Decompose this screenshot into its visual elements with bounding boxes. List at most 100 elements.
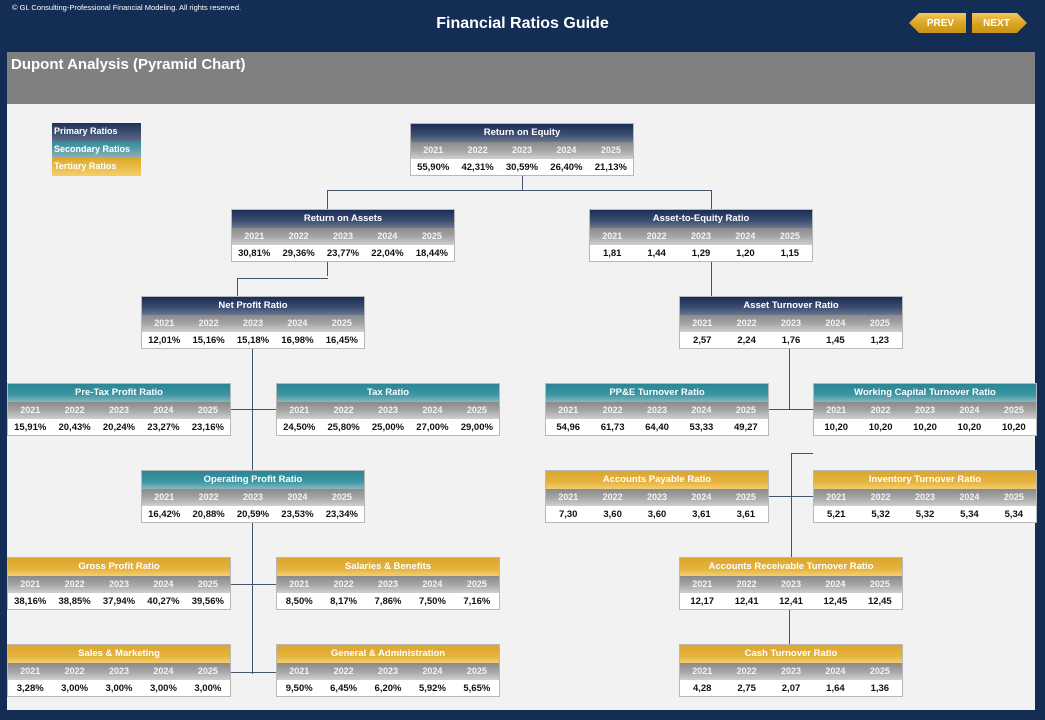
ratio-title: PP&E Turnover Ratio [546, 384, 768, 402]
ratio-title: Inventory Turnover Ratio [814, 471, 1036, 489]
ratio-value: 7,50% [418, 596, 446, 607]
ratio-card-cash-turnover: Cash Turnover Ratio 2021 2022 2023 2024 2025… [679, 644, 903, 697]
ratio-title: Gross Profit Ratio [8, 558, 230, 576]
year-label: 2024 [691, 405, 712, 415]
year-label: 2022 [288, 231, 309, 241]
ratio-card-sales-marketing: Sales & Marketing 2021 2022 2023 2024 2025 3… [7, 644, 231, 697]
ratio-title: Sales & Marketing [8, 645, 230, 663]
year-label: 2022 [64, 405, 85, 415]
year-label: 2022 [333, 666, 354, 676]
year-label: 2025 [1003, 405, 1024, 415]
year-label: 2023 [109, 579, 130, 589]
ratio-value: 16,45% [325, 335, 358, 346]
ratio-value: 20,88% [192, 509, 225, 520]
connector [768, 496, 813, 498]
ratio-value: 5,92% [418, 683, 446, 694]
year-label: 2021 [20, 666, 41, 676]
ratio-value: 29,36% [282, 248, 315, 259]
ratio-value: 7,86% [374, 596, 402, 607]
ratio-value: 10,20 [1001, 422, 1026, 433]
connector [711, 262, 713, 296]
ratio-value: 40,27% [147, 596, 180, 607]
year-label: 2023 [915, 405, 936, 415]
ratio-title: Cash Turnover Ratio [680, 645, 902, 663]
connector [231, 409, 276, 411]
ratio-value: 64,40 [645, 422, 669, 433]
year-label: 2022 [646, 231, 667, 241]
prev-button[interactable]: PREV [909, 13, 966, 33]
ratio-value: 30,81% [238, 248, 271, 259]
ratio-value: 8,17% [330, 596, 358, 607]
ratio-value: 15,16% [192, 335, 225, 346]
year-label: 2025 [735, 492, 756, 502]
ratio-value: 7,16% [463, 596, 491, 607]
legend: Primary Ratios Secondary Ratios Tertiary… [52, 123, 141, 176]
year-label: 2025 [197, 405, 218, 415]
year-label: 2021 [558, 492, 579, 502]
ratio-value: 18,44% [415, 248, 448, 259]
year-label: 2021 [423, 145, 444, 155]
ratio-value: 3,00% [194, 683, 222, 694]
year-label: 2024 [556, 145, 577, 155]
ratio-value: 20,43% [58, 422, 91, 433]
year-label: 2022 [870, 492, 891, 502]
year-label: 2025 [779, 231, 800, 241]
ratio-title: Working Capital Turnover Ratio [814, 384, 1036, 402]
year-label: 2024 [422, 579, 443, 589]
ratio-value: 22,04% [371, 248, 404, 259]
ratio-value: 3,61 [736, 509, 756, 520]
app-title: Financial Ratios Guide [436, 15, 609, 32]
ratio-value: 10,20 [868, 422, 893, 433]
connector [791, 453, 813, 455]
connector [789, 610, 791, 646]
ratio-value: 1,76 [781, 335, 801, 346]
copyright-text: © GL Consulting-Professional Financial M… [12, 3, 242, 12]
ratio-value: 26,40% [550, 162, 583, 173]
year-label: 2024 [153, 666, 174, 676]
ratio-card-tax: Tax Ratio 2021 2022 2023 2024 2025 24,50% 25,… [276, 383, 500, 436]
year-label: 2024 [422, 666, 443, 676]
ratio-title: Asset Turnover Ratio [680, 297, 902, 315]
ratio-value: 5,34 [1004, 509, 1024, 520]
ratio-value: 5,32 [871, 509, 890, 520]
ratio-card-gross-profit: Gross Profit Ratio 2021 2022 2023 2024 2025 … [7, 557, 231, 610]
ratio-value: 37,94% [102, 596, 136, 607]
connector [327, 190, 712, 192]
year-label: 2022 [64, 666, 85, 676]
ratio-title: Accounts Receivable Turnover Ratio [680, 558, 902, 576]
ratio-value: 12,41 [734, 596, 759, 607]
year-label: 2024 [377, 231, 398, 241]
ratio-value: 25,80% [327, 422, 360, 433]
ratio-value: 2,57 [692, 335, 712, 346]
year-label: 2022 [736, 666, 757, 676]
year-label: 2024 [735, 231, 756, 241]
year-label: 2024 [825, 318, 846, 328]
ratio-value: 1,15 [780, 248, 800, 259]
ratio-value: 24,50% [283, 422, 316, 433]
year-label: 2024 [153, 405, 174, 415]
year-label: 2025 [331, 318, 352, 328]
ratio-value: 5,65% [463, 683, 491, 694]
ratio-title: Salaries & Benefits [277, 558, 499, 576]
ratio-value: 30,59% [505, 162, 539, 173]
year-label: 2021 [826, 405, 847, 415]
ratio-title: Operating Profit Ratio [142, 471, 364, 489]
next-button[interactable]: NEXT [972, 13, 1027, 33]
year-label: 2022 [333, 405, 354, 415]
ratio-value: 20,24% [102, 422, 136, 433]
year-label: 2022 [736, 579, 757, 589]
ratio-value: 16,42% [148, 509, 181, 520]
ratio-value: 9,50% [285, 683, 313, 694]
ratio-card-return-on-assets: Return on Assets 2021 2022 2023 2024 2025 30… [231, 209, 455, 262]
ratio-value: 3,60 [603, 509, 622, 520]
ratio-value: 54,96 [556, 422, 581, 433]
year-label: 2024 [287, 318, 308, 328]
ratio-value: 55,90% [417, 162, 450, 173]
ratio-value: 5,21 [826, 509, 846, 520]
ratio-card-net-profit: Net Profit Ratio 2021 2022 2023 2024 2025 12… [141, 296, 365, 349]
year-label: 2023 [243, 492, 264, 502]
legend-primary: Primary Ratios [52, 123, 141, 141]
ratio-value: 6,20% [374, 683, 402, 694]
year-label: 2025 [466, 579, 487, 589]
year-label: 2025 [466, 405, 487, 415]
